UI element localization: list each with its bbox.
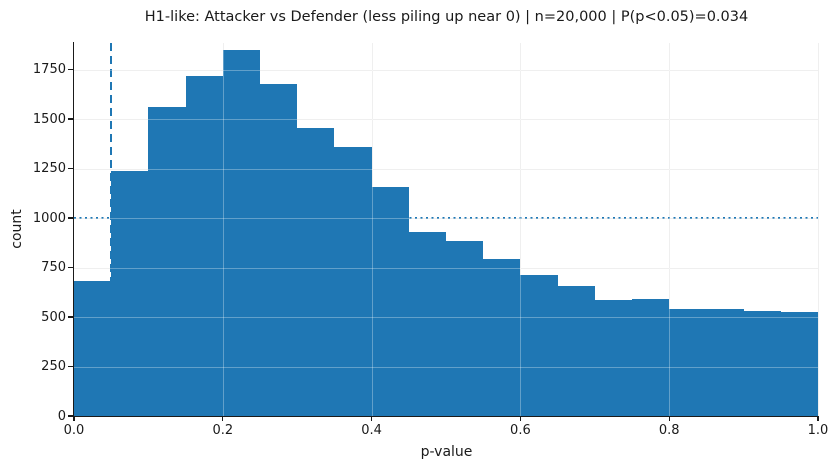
gridline-x-1 — [818, 43, 819, 416]
histogram-bar — [669, 308, 707, 416]
histogram-bar — [74, 281, 112, 416]
histogram-bar — [780, 311, 818, 416]
x-tick-label: 0.4 — [361, 423, 382, 438]
x-tick-mark — [519, 416, 522, 421]
gridline-overlay-y-1750 — [74, 69, 818, 71]
x-axis-label: p-value — [420, 444, 473, 460]
gridline-overlay-y-1250 — [74, 168, 818, 170]
y-tick-label: 1750 — [32, 62, 66, 78]
plot-area — [73, 42, 819, 418]
x-tick-mark — [370, 416, 373, 421]
x-tick-mark — [222, 416, 224, 421]
y-tick-mark — [68, 415, 73, 417]
gridline-overlay-y-750 — [74, 267, 818, 269]
x-tick-label: 0.8 — [658, 423, 680, 438]
y-tick-label: 1250 — [32, 161, 66, 177]
y-tick-mark — [68, 167, 73, 170]
histogram-bar — [446, 240, 484, 416]
histogram-bar — [743, 310, 781, 416]
gridline-overlay-y-1500 — [74, 119, 818, 121]
y-axis-spine — [73, 42, 75, 417]
y-tick-label: 250 — [41, 359, 66, 375]
gridline-overlay-x-0.8 — [669, 43, 671, 416]
gridline-overlay-y-250 — [74, 366, 818, 368]
x-tick-label: 0.0 — [63, 423, 85, 438]
gridline-x-0.6 — [520, 43, 522, 416]
gridline-y-1250 — [74, 168, 818, 170]
histogram-bar — [520, 274, 558, 416]
gridline-overlay-y-1000 — [74, 218, 818, 220]
y-tick-mark — [68, 266, 73, 269]
x-tick-label: 0.6 — [510, 423, 531, 438]
x-tick-mark — [817, 416, 819, 421]
gridline-overlay-x-0.2 — [222, 43, 224, 416]
histogram-bar — [408, 231, 446, 416]
y-tick-label: 0 — [57, 408, 66, 424]
histogram-bar — [706, 308, 744, 416]
y-tick-mark — [68, 118, 73, 120]
histogram-bar — [297, 128, 335, 416]
gridline-overlay-y-500 — [74, 317, 818, 319]
x-tick-mark — [73, 416, 75, 421]
y-tick-mark — [68, 365, 73, 368]
histogram-bar — [185, 76, 223, 416]
gridline-y-1500 — [74, 119, 818, 121]
x-tick-label: 0.2 — [212, 423, 234, 438]
histogram-bar — [557, 286, 595, 416]
x-axis-spine — [73, 416, 819, 418]
gridline-x-0.8 — [669, 43, 671, 416]
histogram-bar — [483, 258, 521, 416]
y-tick-label: 750 — [41, 260, 66, 276]
histogram-bar — [334, 146, 372, 416]
histogram-bar — [222, 49, 260, 416]
y-tick-label: 1000 — [32, 210, 66, 226]
chart-title: H1-like: Attacker vs Defender (less pili… — [144, 9, 749, 25]
y-tick-label: 500 — [41, 309, 66, 325]
histogram-bar — [148, 107, 186, 416]
gridline-y-1750 — [74, 69, 818, 71]
histogram-bar — [371, 186, 409, 416]
histogram-bar — [594, 300, 632, 416]
y-tick-mark — [68, 69, 73, 71]
histogram-bar — [111, 170, 149, 416]
x-tick-label: 1.0 — [807, 423, 829, 438]
hline-dotted-y1000 — [74, 217, 818, 220]
gridline-overlay-x-1 — [818, 43, 819, 416]
y-tick-mark — [68, 316, 73, 318]
y-tick-mark — [68, 217, 73, 219]
histogram-bar — [632, 298, 670, 416]
gridline-overlay-x-0.4 — [371, 43, 373, 416]
y-tick-label: 1500 — [32, 111, 66, 127]
gridline-overlay-x-0.6 — [520, 43, 522, 416]
x-tick-mark — [668, 416, 670, 421]
histogram-bar — [260, 83, 298, 416]
